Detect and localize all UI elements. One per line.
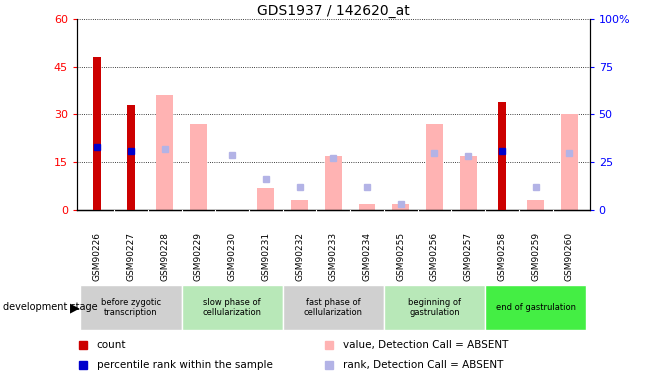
- Text: GSM90232: GSM90232: [295, 232, 304, 281]
- Bar: [561, 114, 578, 210]
- Text: count: count: [96, 340, 126, 350]
- Text: ▶: ▶: [70, 301, 80, 314]
- Text: GSM90229: GSM90229: [194, 232, 203, 281]
- FancyBboxPatch shape: [283, 285, 384, 330]
- Text: before zygotic
transcription: before zygotic transcription: [101, 298, 161, 317]
- Bar: [358, 204, 375, 210]
- Bar: [257, 188, 274, 210]
- Bar: [498, 102, 506, 210]
- Text: end of gastrulation: end of gastrulation: [496, 303, 576, 312]
- Bar: [527, 200, 544, 210]
- Text: GSM90256: GSM90256: [430, 232, 439, 281]
- Text: GSM90230: GSM90230: [228, 232, 237, 281]
- Text: GSM90257: GSM90257: [464, 232, 473, 281]
- FancyBboxPatch shape: [80, 285, 182, 330]
- FancyBboxPatch shape: [182, 285, 283, 330]
- Text: percentile rank within the sample: percentile rank within the sample: [96, 360, 273, 370]
- Text: development stage: development stage: [3, 303, 98, 312]
- Text: GSM90226: GSM90226: [92, 232, 102, 281]
- Text: GSM90231: GSM90231: [261, 232, 271, 281]
- Bar: [291, 200, 308, 210]
- Text: beginning of
gastrulation: beginning of gastrulation: [408, 298, 461, 317]
- Text: GSM90255: GSM90255: [396, 232, 405, 281]
- Bar: [460, 156, 476, 210]
- Text: value, Detection Call = ABSENT: value, Detection Call = ABSENT: [342, 340, 508, 350]
- Bar: [94, 57, 101, 210]
- Bar: [190, 124, 207, 210]
- Bar: [426, 124, 443, 210]
- Text: GSM90258: GSM90258: [497, 232, 507, 281]
- FancyBboxPatch shape: [384, 285, 485, 330]
- Text: GSM90227: GSM90227: [127, 232, 135, 281]
- Text: GSM90234: GSM90234: [362, 232, 372, 281]
- Text: GSM90259: GSM90259: [531, 232, 540, 281]
- Bar: [325, 156, 342, 210]
- Text: fast phase of
cellularization: fast phase of cellularization: [304, 298, 363, 317]
- Text: rank, Detection Call = ABSENT: rank, Detection Call = ABSENT: [342, 360, 503, 370]
- Text: GSM90260: GSM90260: [565, 232, 574, 281]
- Title: GDS1937 / 142620_at: GDS1937 / 142620_at: [257, 4, 409, 18]
- FancyBboxPatch shape: [485, 285, 586, 330]
- Bar: [127, 105, 135, 210]
- Text: GSM90228: GSM90228: [160, 232, 170, 281]
- Text: GSM90233: GSM90233: [329, 232, 338, 281]
- Bar: [156, 95, 173, 210]
- Text: slow phase of
cellularization: slow phase of cellularization: [202, 298, 262, 317]
- Bar: [393, 204, 409, 210]
